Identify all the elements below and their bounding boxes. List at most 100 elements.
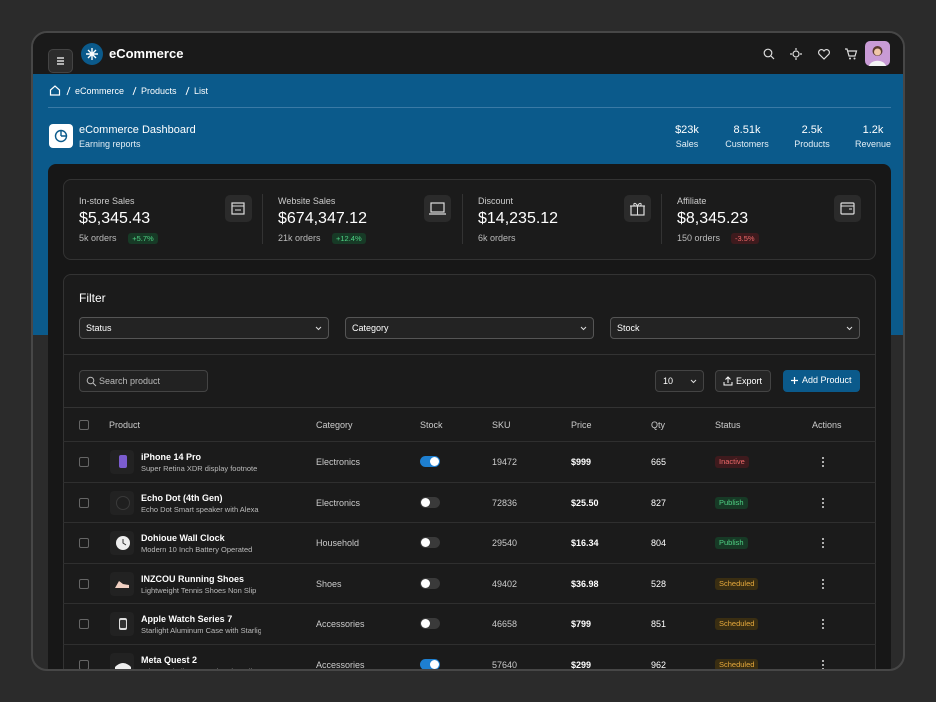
stat-value: 2.5k [801,124,823,136]
column-header: Product [109,420,141,430]
sku: 46658 [492,619,518,630]
divider [661,194,662,244]
summary-icon [424,195,451,222]
summary-value: $674,347.12 [278,210,367,227]
dashboard-subtitle: Earning reports [79,139,141,149]
toggle-knob [421,538,430,548]
category: Accessories [316,619,365,630]
checkbox[interactable] [79,619,89,630]
divider [63,354,876,355]
select[interactable] [345,317,594,339]
actions-menu[interactable] [820,659,826,671]
search-icon[interactable] [762,47,776,61]
breadcrumb-separator [132,86,137,96]
category: Electronics [316,497,361,508]
product-description: Advanced All-In-One Virtual Reality [141,665,261,669]
product-name: iPhone 14 Pro [141,452,202,462]
status-badge: Inactive [715,456,749,468]
breadcrumb-separator [66,86,71,96]
divider [63,441,876,442]
summary-orders: 5k orders [79,233,117,243]
product-description: Echo Dot Smart speaker with Alexa [141,504,259,514]
status-badge: Publish [715,496,748,509]
top-nav [33,33,903,74]
theme-icon[interactable] [789,47,803,61]
price: $36.98 [571,578,599,589]
sku: 19472 [492,457,518,467]
status-badge: Scheduled [715,618,759,631]
add-product-button[interactable]: Add Product [783,370,860,392]
checkbox[interactable] [79,420,89,430]
breadcrumb-item[interactable]: Products [141,86,177,96]
stat-value: 1.2k [862,124,884,136]
actions-menu[interactable] [820,537,826,549]
divider [63,562,876,564]
avatar[interactable] [865,41,890,66]
checkbox[interactable] [79,578,89,589]
qty: 804 [651,538,667,549]
stock-toggle[interactable] [420,537,440,549]
checkbox[interactable] [79,538,89,549]
dashboard-title: eCommerce Dashboard [79,124,196,136]
summary-icon [834,195,861,222]
actions-menu[interactable] [820,497,826,509]
product-thumbnail [110,653,134,669]
cart-icon[interactable] [844,47,858,61]
stat-label: Customers [725,139,769,149]
stat-value: $23k [675,124,699,136]
qty: 962 [651,660,667,670]
chevron [846,326,853,331]
toggle-knob [421,578,430,588]
product-description: Lightweight Tennis Shoes Non Slip [141,585,257,595]
stock-toggle[interactable] [420,618,440,630]
dashboard-icon [49,124,73,148]
wishlist-icon[interactable] [817,47,831,61]
divider [63,644,876,645]
export-button[interactable]: Export [715,370,771,392]
home-icon[interactable] [49,84,61,96]
stat-label: Products [794,139,830,149]
search-input[interactable]: Search product [79,370,208,392]
actions-menu[interactable] [820,456,826,468]
price: $799 [571,619,592,630]
checkbox[interactable] [79,660,89,669]
breadcrumb-item[interactable]: eCommerce [75,86,125,96]
change-badge: +5.7% [128,233,158,244]
actions-menu[interactable] [820,618,826,630]
search-placeholder: Search product [99,376,161,386]
stock-toggle[interactable] [420,496,440,508]
page-size-select[interactable]: 10 [655,370,704,392]
divider [63,522,876,524]
page-size: 10 [663,376,674,386]
toggle-knob [430,457,439,466]
product-thumbnail [110,612,134,637]
toggle-knob [430,660,439,669]
summary-label: Affiliate [677,196,707,206]
summary-label: Website Sales [278,196,336,206]
add-product-label: Add Product [802,375,852,385]
checkbox[interactable] [79,497,89,508]
summary-label: Discount [478,196,514,206]
actions-menu[interactable] [820,578,826,590]
select[interactable] [610,317,860,339]
qty: 528 [651,578,667,589]
select[interactable] [79,317,329,339]
logo [81,43,103,65]
summary-orders: 150 orders [677,233,721,243]
qty: 827 [651,497,667,508]
status-badge: Scheduled [715,577,759,590]
divider [63,407,876,408]
menu-button[interactable] [48,49,73,73]
column-header: SKU [492,420,511,430]
divider [63,481,876,483]
summary-value: $14,235.12 [478,210,559,227]
category: Accessories [316,660,365,670]
summary-orders: 21k orders [278,233,321,243]
product-thumbnail [110,571,134,596]
checkbox[interactable] [79,457,89,467]
stock-toggle[interactable] [420,577,440,589]
sku: 72836 [492,497,518,508]
breadcrumb-separator [185,86,190,96]
summary-panel [63,179,876,260]
price: $16.34 [571,538,599,549]
